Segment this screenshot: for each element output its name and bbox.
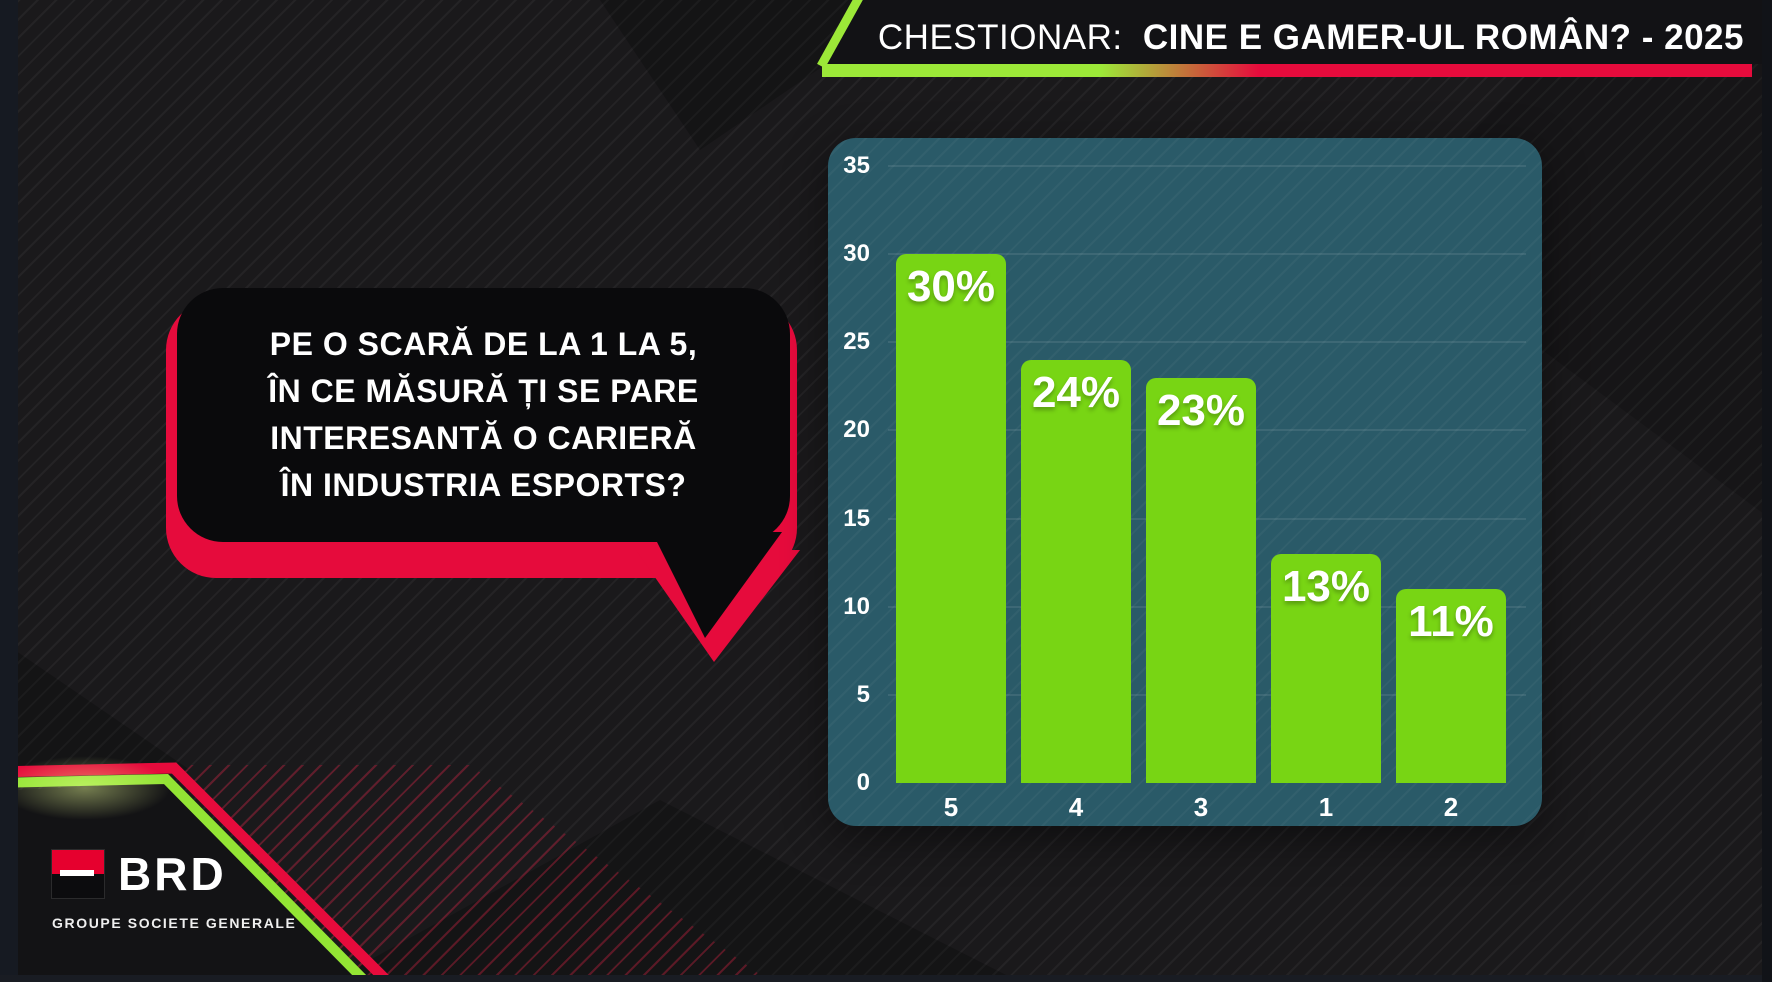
header-title: CHESTIONAR: CINE E GAMER-UL ROMÂN? - 202… <box>878 13 1744 63</box>
header-title-prefix: CHESTIONAR: <box>877 18 1123 57</box>
brd-logo-dash <box>60 870 94 876</box>
bar-value-label: 23% <box>1156 385 1246 435</box>
bar-value-label: 13% <box>1281 561 1371 611</box>
x-axis-tick-label: 2 <box>1443 792 1459 822</box>
question-text: PE O SCARĂ DE LA 1 LA 5, ÎN CE MĂSURĂ ȚI… <box>177 288 790 542</box>
frame-strip-right <box>1762 0 1772 982</box>
x-axis-tick-label: 1 <box>1318 792 1334 822</box>
header-title-strong: CINE E GAMER-UL ROMÂN? - 2025 <box>1142 18 1744 57</box>
frame-strip-left <box>0 0 18 982</box>
brd-logo-tagline: GROUPE SOCIETE GENERALE <box>52 915 297 931</box>
question-line: INTERESANTĂ O CARIERĂ <box>270 420 697 456</box>
y-gridline <box>888 341 1526 344</box>
brd-logo-text: BRD <box>118 848 227 900</box>
y-axis-tick-label: 25 <box>843 328 870 356</box>
question-line: ÎN INDUSTRIA ESPORTS? <box>280 467 687 503</box>
bar-chart-panel: 0 5 10 15 20 25 30 35 30% 5 24% 4 23% 3 13% 1 11% 2 <box>828 138 1542 826</box>
question-line: PE O SCARĂ DE LA 1 LA 5, <box>269 326 698 362</box>
question-bubble <box>177 288 790 542</box>
bar-2: 11% <box>1396 589 1506 783</box>
x-axis-tick-label: 5 <box>943 792 959 822</box>
y-axis-tick-label: 10 <box>843 592 870 620</box>
y-gridline <box>888 253 1526 256</box>
bar-3: 23% <box>1146 377 1256 783</box>
question-line: ÎN CE MĂSURĂ ȚI SE PARE <box>268 373 699 409</box>
x-axis-tick-label: 3 <box>1193 792 1209 822</box>
y-axis-tick-label: 0 <box>856 769 870 796</box>
bar-value-label: 24% <box>1031 367 1121 417</box>
bar-4: 24% <box>1021 359 1131 783</box>
bar-1: 13% <box>1271 553 1381 783</box>
bar-value-label: 30% <box>906 262 996 312</box>
frame-strip-bottom <box>0 975 1772 982</box>
y-axis-tick-label: 5 <box>856 680 870 708</box>
brd-logo-icon <box>51 849 105 899</box>
y-axis-tick-label: 30 <box>843 240 870 268</box>
y-axis-tick-label: 15 <box>843 504 870 532</box>
green-line-glow <box>0 756 170 820</box>
x-axis-tick-label: 4 <box>1068 792 1084 822</box>
y-gridline <box>888 165 1526 167</box>
bar-value-label: 11% <box>1408 597 1494 647</box>
y-axis-tick-label: 35 <box>843 152 870 179</box>
y-axis-tick-label: 20 <box>843 416 870 444</box>
brd-logo-black-half <box>52 874 104 898</box>
bar-5: 30% <box>896 254 1006 783</box>
